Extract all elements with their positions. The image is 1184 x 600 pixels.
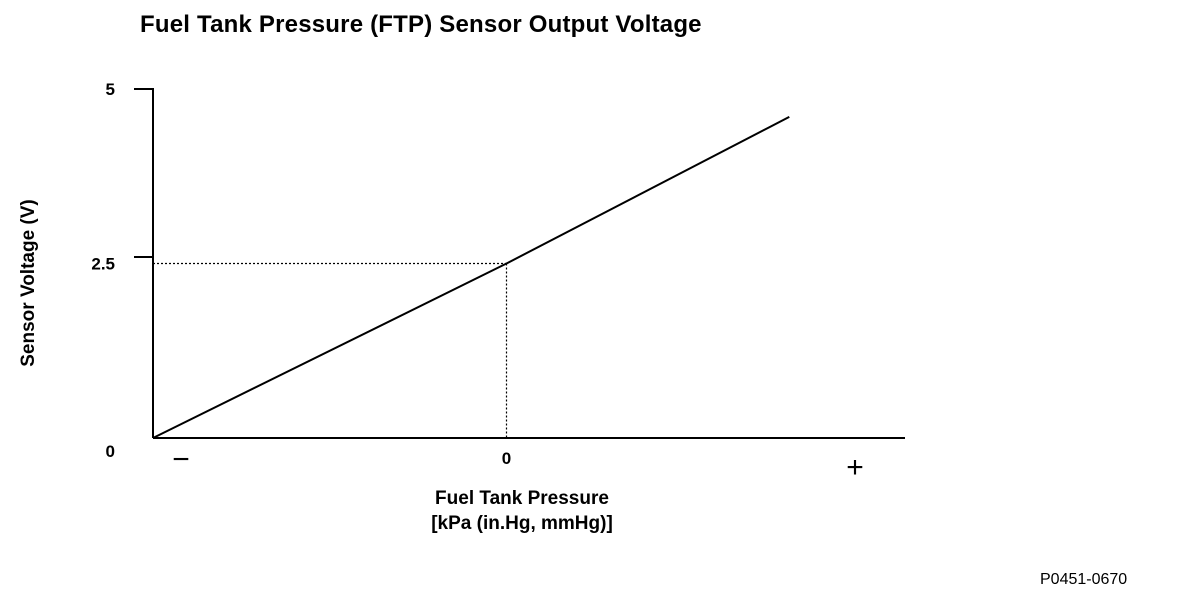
x-tick-minus: −: [172, 443, 190, 476]
x-tick-plus: +: [846, 451, 864, 484]
y-tick-label: 2.5: [91, 255, 115, 274]
figure-code: P0451-0670: [1040, 571, 1128, 588]
voltage-line: [152, 116, 790, 439]
x-tick-labels: − 0 +: [172, 443, 864, 484]
y-tick-label: 5: [106, 80, 115, 99]
y-axis-label: Sensor Voltage (V): [18, 199, 39, 367]
x-tick-label: 0: [502, 449, 511, 468]
x-axis-label-line1: Fuel Tank Pressure: [435, 488, 609, 509]
series-layer: [152, 116, 790, 439]
y-tick-labels: 52.50: [91, 80, 115, 461]
y-tick-label: 0: [106, 442, 115, 461]
chart-title: Fuel Tank Pressure (FTP) Sensor Output V…: [140, 11, 702, 38]
reference-guides: [153, 262, 508, 438]
x-axis-label-line2: [kPa (in.Hg, mmHg)]: [431, 513, 613, 534]
